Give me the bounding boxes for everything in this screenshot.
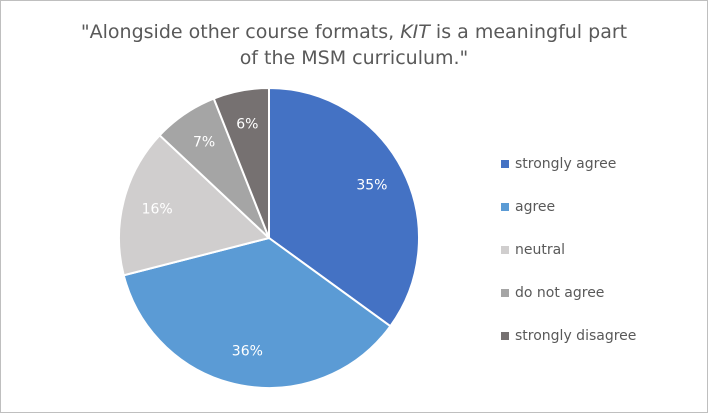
title-line: "Alongside other course formats, KIT is … [1,19,707,45]
title-part: "Alongside other course formats, [80,21,401,43]
pie-slice [122,236,392,389]
title-part: KIT [400,21,430,43]
data-label: 16% [142,201,173,217]
pie-slice [268,86,420,328]
legend-label: neutral [515,242,565,258]
legend-label: strongly agree [515,156,616,172]
legend-swatch [501,332,509,340]
legend-label: strongly disagree [515,328,636,344]
legend-swatch [501,203,509,211]
title-part: of the MSM curriculum." [239,47,469,69]
pie-slice [118,133,272,277]
legend-swatch [501,246,509,254]
data-label: 6% [236,117,258,133]
title-part: is a meaningful part [429,21,628,43]
data-label: 36% [232,343,263,359]
chart-title: "Alongside other course formats, KIT is … [1,19,707,71]
title-line: of the MSM curriculum." [1,45,707,71]
data-label: 7% [193,134,215,150]
legend-label: do not agree [515,285,604,301]
legend-swatch [501,289,509,297]
pie-slice [212,86,270,239]
legend-label: agree [515,199,555,215]
legend-swatch [501,160,509,168]
data-label: 35% [356,178,387,194]
